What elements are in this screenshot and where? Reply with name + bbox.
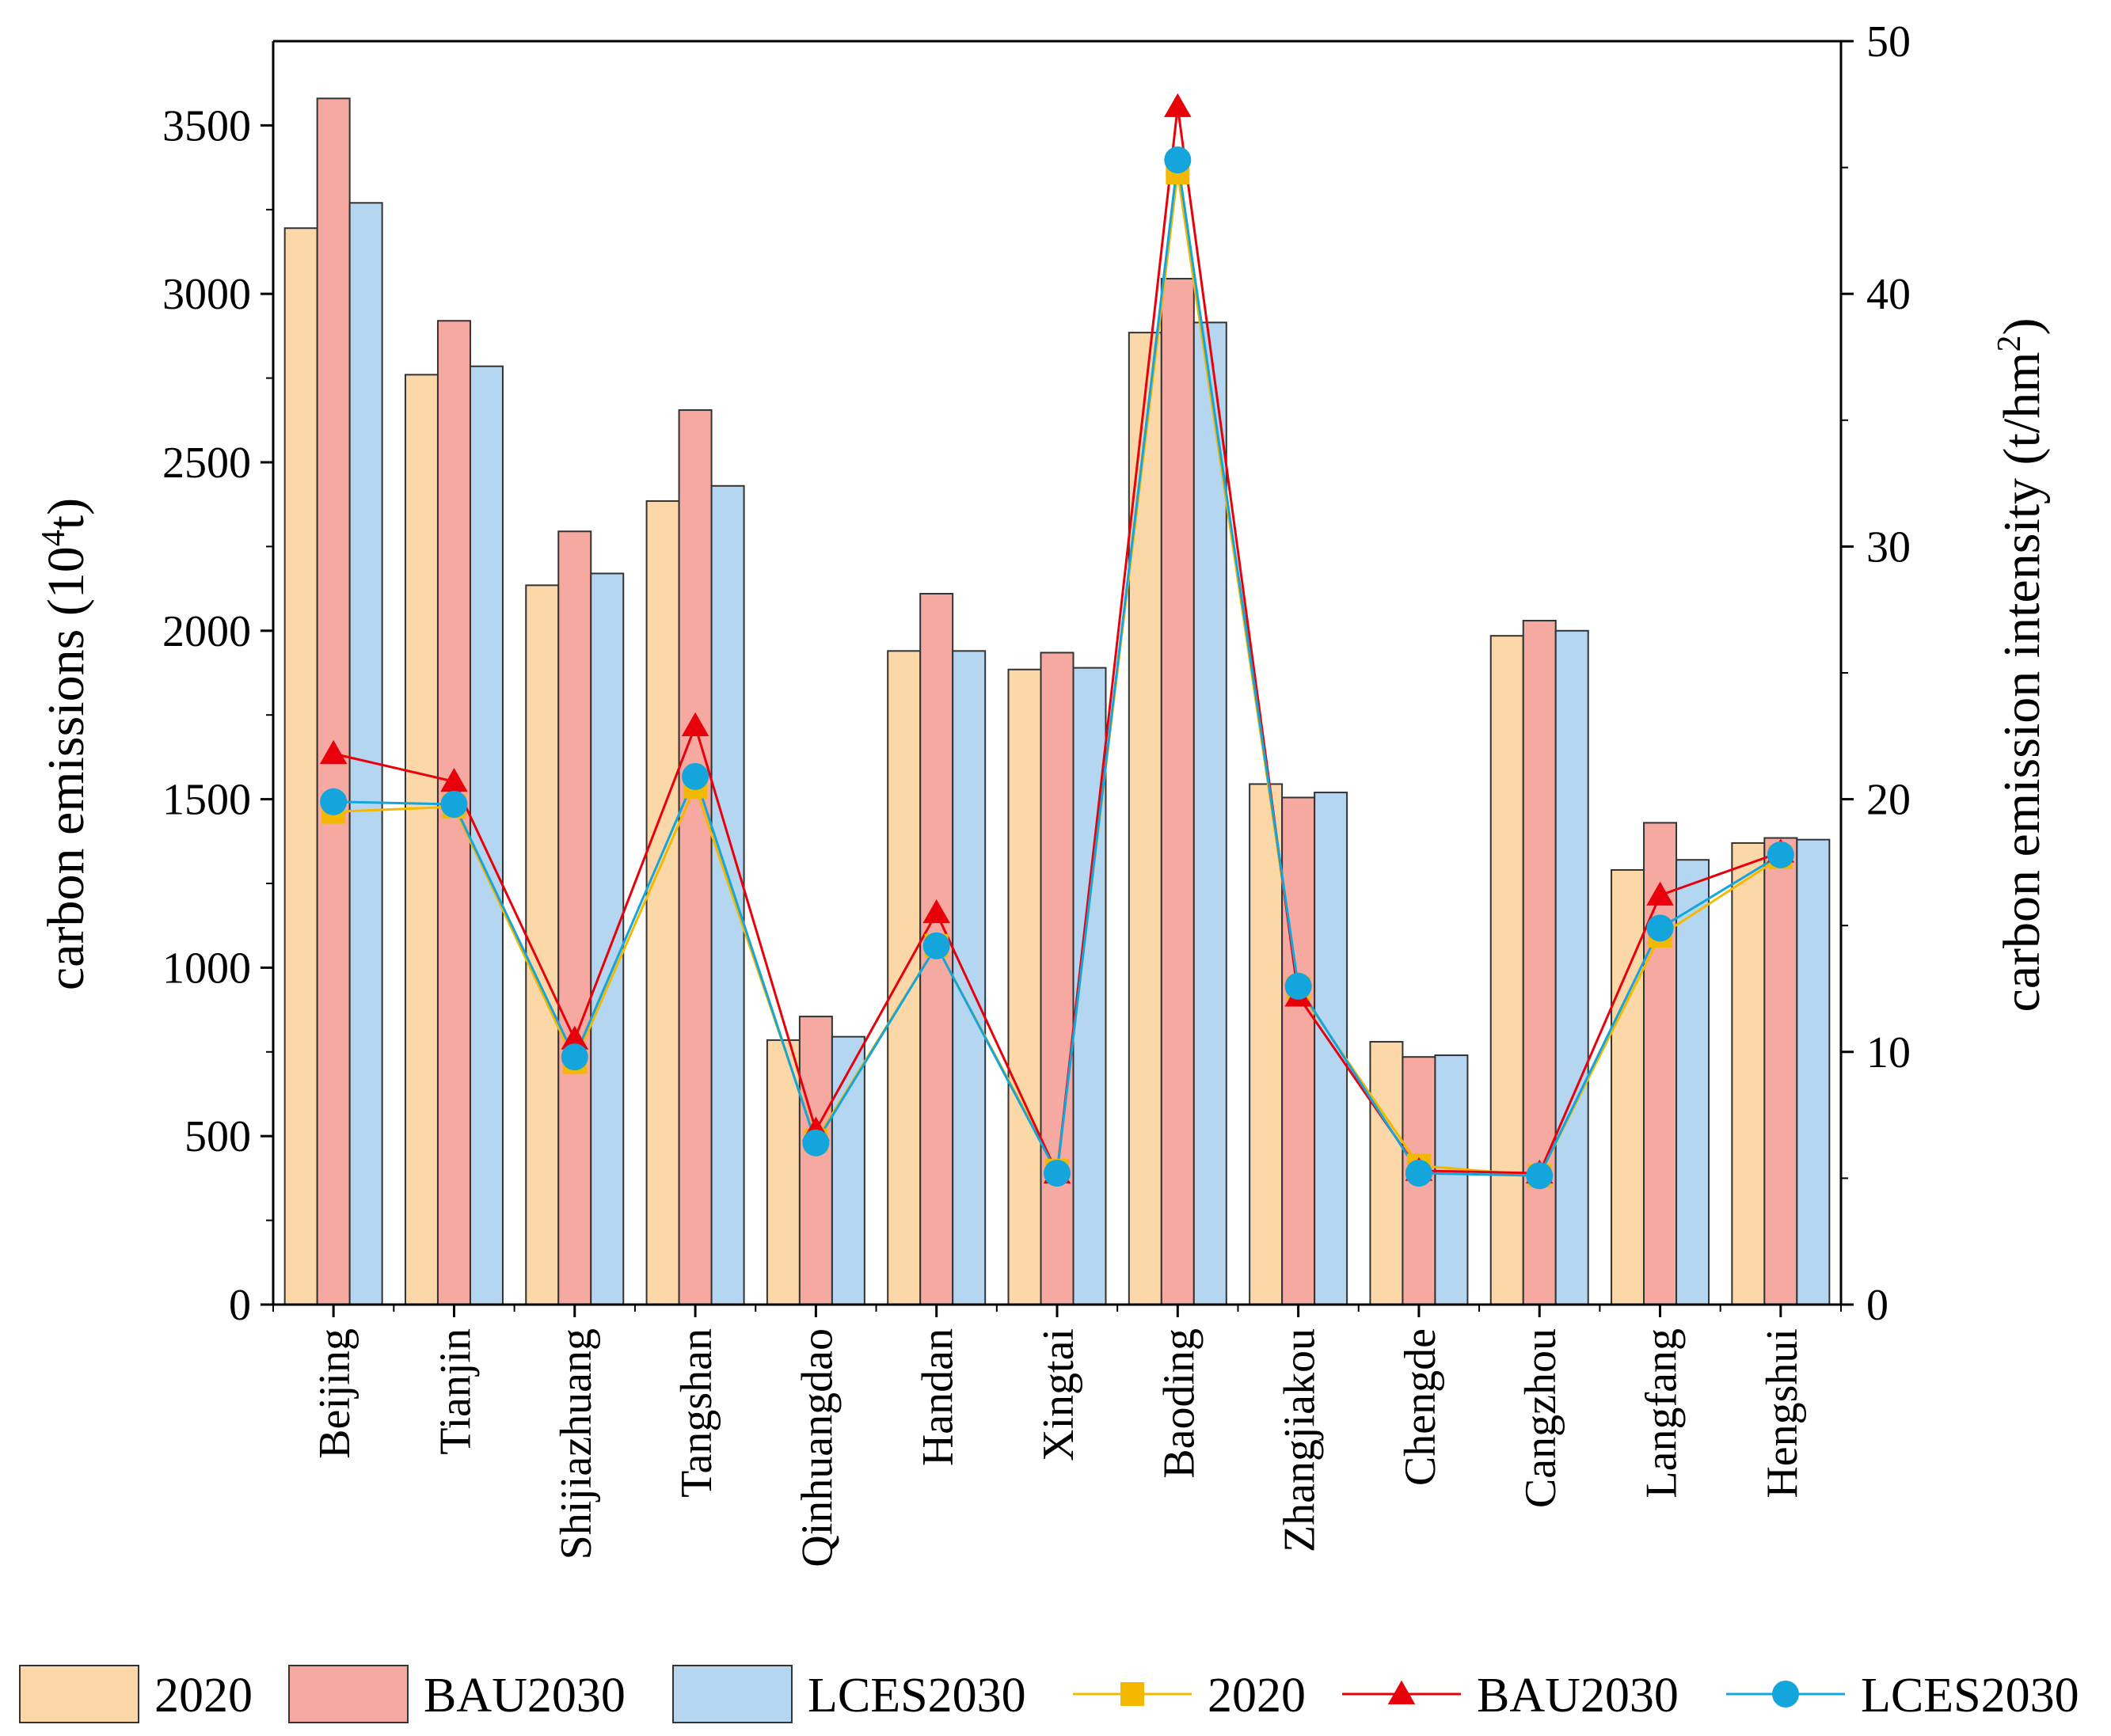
right-tick-label: 0 (1866, 1281, 1888, 1330)
legend-marker-lces2030 (1772, 1681, 1799, 1708)
bar-bau2030-zhangjiakou (1281, 796, 1316, 1305)
legend-marker-bau2030 (1387, 1680, 1416, 1704)
left-tick-label: 1500 (162, 776, 251, 825)
bar-lces2030-tianjin (469, 365, 504, 1306)
legend-label-2020: 2020 (154, 1669, 253, 1723)
legend-label-lces2030: LCES2030 (1861, 1669, 2079, 1723)
bar-lces2030-chengde (1434, 1054, 1469, 1306)
bar-lces2030-cangzhou (1554, 629, 1589, 1305)
bar-2020-hengshui (1731, 841, 1766, 1305)
legend-label-lces2030: LCES2030 (808, 1669, 1026, 1723)
bar-lces2030-hengshui (1796, 838, 1831, 1305)
labels-layer: 0 500 1000 1500 2000 2500 3000 3500 0 10 20 30 40 50 B… (162, 17, 1911, 1567)
bar-lces2030-handan (952, 650, 987, 1305)
point-bau2030-beijing (319, 739, 348, 765)
legend-swatch-bar-lces2030 (672, 1665, 793, 1723)
bar-bau2030-shijiazhuang (557, 530, 592, 1305)
bar-2020-zhangjiakou (1249, 783, 1284, 1305)
bar-lces2030-shijiazhuang (590, 572, 625, 1305)
right-tick-label: 50 (1866, 17, 1911, 66)
legend-label-bau2030: BAU2030 (424, 1669, 626, 1723)
lines-layer (319, 93, 1795, 1190)
point-lces2030-hengshui (1767, 841, 1794, 868)
bar-lces2030-tangshan (710, 484, 745, 1305)
bar-2020-qinhuangdao (766, 1039, 801, 1306)
bar-lces2030-zhangjiakou (1314, 792, 1348, 1305)
legend-swatch-bar-bau2030 (288, 1665, 409, 1723)
bars-layer (283, 97, 1831, 1306)
right-tick-label: 10 (1866, 1028, 1911, 1077)
category-label-shijiazhuang: Shijiazhuang (552, 1328, 601, 1559)
left-axis-title: carbon emissions (104t) (36, 498, 95, 990)
point-lces2030-tianjin (440, 790, 468, 818)
bar-2020-baoding (1128, 332, 1162, 1305)
point-bau2030-langfang (1646, 881, 1674, 906)
category-label-beijing: Beijing (310, 1328, 359, 1459)
bar-bau2030-tangshan (678, 409, 713, 1305)
category-label-handan: Handan (914, 1328, 963, 1466)
left-tick-label: 2500 (162, 439, 251, 488)
category-label-xingtai: Xingtai (1034, 1328, 1083, 1461)
point-lces2030-cangzhou (1526, 1162, 1554, 1190)
legend-label-2020: 2020 (1208, 1669, 1306, 1723)
point-lces2030-beijing (320, 788, 348, 815)
point-lces2030-baoding (1164, 146, 1192, 174)
left-tick-label: 0 (229, 1281, 251, 1330)
bar-2020-chengde (1369, 1041, 1404, 1305)
left-tick-label: 3000 (162, 270, 251, 319)
point-bau2030-tianjin (440, 768, 468, 792)
bar-2020-beijing (283, 227, 318, 1305)
point-lces2030-chengde (1405, 1160, 1432, 1187)
bar-lces2030-beijing (348, 202, 383, 1306)
point-lces2030-handan (922, 932, 950, 959)
legend-label-bau2030: BAU2030 (1477, 1669, 1679, 1723)
point-bau2030-handan (922, 898, 950, 924)
left-tick-label: 500 (184, 1112, 251, 1161)
category-label-tianjin: Tianjin (431, 1328, 480, 1455)
category-label-qinhuangdao: Qinhuangdao (793, 1328, 842, 1567)
bar-2020-cangzhou (1489, 635, 1524, 1305)
legend-swatch-bar-2020 (19, 1665, 139, 1723)
point-lces2030-shijiazhuang (561, 1043, 588, 1071)
point-lces2030-xingtai (1044, 1160, 1071, 1187)
bar-bau2030-baoding (1160, 278, 1195, 1306)
category-label-tangshan: Tangshan (672, 1328, 721, 1498)
category-label-baoding: Baoding (1154, 1328, 1204, 1479)
bar-bau2030-xingtai (1040, 651, 1075, 1305)
point-bau2030-tangshan (681, 712, 709, 736)
category-label-zhangjiakou: Zhangjiakou (1276, 1328, 1325, 1552)
bar-2020-tangshan (645, 500, 680, 1305)
category-label-langfang: Langfang (1637, 1328, 1687, 1499)
legend-marker-2020 (1120, 1682, 1144, 1706)
bar-lces2030-qinhuangdao (831, 1035, 865, 1305)
right-tick-label: 20 (1866, 776, 1911, 825)
right-tick-label: 30 (1866, 522, 1911, 572)
point-lces2030-tangshan (682, 762, 709, 790)
category-label-cangzhou: Cangzhou (1516, 1328, 1565, 1508)
point-bau2030-shijiazhuang (561, 1025, 589, 1050)
category-label-hengshui: Hengshui (1758, 1328, 1807, 1499)
axes-layer (261, 40, 1854, 1317)
point-lces2030-zhangjiakou (1284, 972, 1312, 1000)
legend: 2020 BAU2030 LCES2030 2020 BAU2030 LCES2030 (19, 1665, 2079, 1723)
right-tick-label: 40 (1866, 270, 1911, 319)
point-lces2030-qinhuangdao (802, 1129, 830, 1157)
bar-bau2030-beijing (316, 97, 351, 1305)
bar-lces2030-langfang (1675, 859, 1710, 1305)
left-tick-label: 3500 (162, 101, 251, 150)
bar-2020-langfang (1611, 868, 1645, 1305)
bar-bau2030-cangzhou (1522, 620, 1557, 1305)
point-lces2030-langfang (1646, 914, 1674, 942)
right-axis-title: carbon emission intensity (t/hm2) (1991, 317, 2051, 1012)
bar-2020-tianjin (404, 374, 439, 1305)
category-label-chengde: Chengde (1396, 1328, 1445, 1486)
point-bau2030-baoding (1164, 93, 1192, 117)
left-tick-label: 1000 (162, 944, 251, 993)
bar-bau2030-hengshui (1763, 837, 1798, 1305)
bar-2020-xingtai (1007, 668, 1042, 1305)
bar-bau2030-qinhuangdao (798, 1016, 833, 1306)
left-tick-label: 2000 (162, 607, 251, 656)
